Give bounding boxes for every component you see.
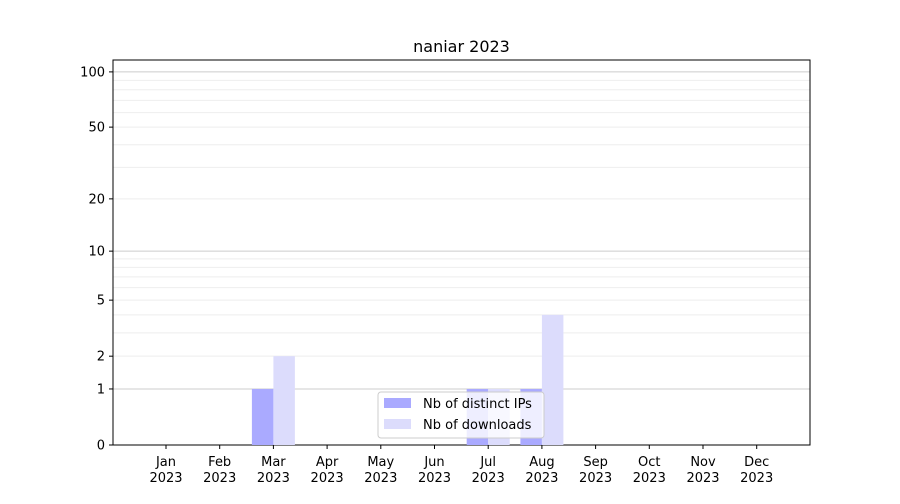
legend-label: Nb of downloads [423, 418, 532, 433]
x-tick-label: Jul 2023 [472, 455, 505, 486]
y-tick-label: 20 [88, 192, 105, 207]
y-tick-label: 5 [97, 294, 105, 309]
x-tick-label: May 2023 [364, 455, 397, 486]
legend [377, 391, 545, 439]
legend-label: Nb of distinct IPs [423, 397, 532, 412]
y-tick-label: 2 [97, 350, 105, 365]
chart-title: naniar 2023 [413, 37, 510, 56]
bar [273, 356, 295, 445]
x-tick-label: Mar 2023 [257, 455, 290, 486]
x-tick-label: Dec 2023 [740, 455, 773, 486]
x-tick-label: Jun 2023 [418, 455, 451, 486]
legend-swatch [384, 419, 411, 429]
bar [251, 388, 274, 445]
y-tick-label: 0 [97, 439, 105, 454]
x-tick-label: Sep 2023 [579, 455, 612, 486]
x-tick-label: Feb 2023 [203, 455, 236, 486]
legend-swatch [384, 398, 411, 408]
y-tick-label: 50 [88, 121, 105, 136]
y-tick-label: 1 [97, 382, 105, 397]
x-tick-label: Aug 2023 [525, 455, 558, 486]
x-tick-label: Oct 2023 [633, 455, 666, 486]
x-tick-label: Apr 2023 [311, 455, 344, 486]
plot-frame [112, 59, 811, 446]
x-tick-label: Nov 2023 [686, 455, 719, 486]
y-tick-label: 100 [80, 65, 105, 80]
bar [541, 314, 564, 445]
y-tick-label: 10 [88, 245, 105, 260]
x-tick-label: Jan 2023 [149, 455, 182, 486]
